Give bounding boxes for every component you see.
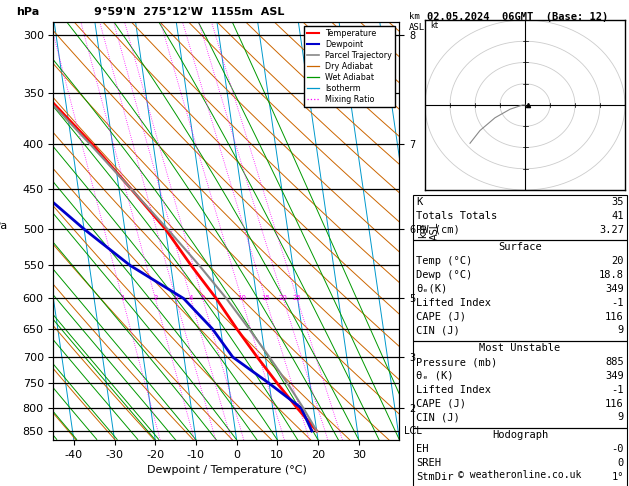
Text: -1: -1 xyxy=(611,298,624,308)
Text: CIN (J): CIN (J) xyxy=(416,326,460,335)
Text: 4: 4 xyxy=(189,295,193,301)
Text: -0: -0 xyxy=(611,444,624,454)
Text: Totals Totals: Totals Totals xyxy=(416,211,498,221)
Text: K: K xyxy=(416,197,423,207)
Text: 349: 349 xyxy=(605,371,624,381)
Text: SREH: SREH xyxy=(416,458,441,468)
Text: CAPE (J): CAPE (J) xyxy=(416,399,466,409)
Text: θₑ (K): θₑ (K) xyxy=(416,371,454,381)
Text: © weatheronline.co.uk: © weatheronline.co.uk xyxy=(459,470,582,480)
Text: LCL: LCL xyxy=(404,426,421,436)
Text: 25: 25 xyxy=(292,295,301,301)
Text: 10: 10 xyxy=(237,295,246,301)
Text: CAPE (J): CAPE (J) xyxy=(416,312,466,322)
Text: hPa: hPa xyxy=(16,7,39,17)
Text: 20: 20 xyxy=(611,256,624,266)
Text: Most Unstable: Most Unstable xyxy=(479,343,560,353)
Text: km
ASL: km ASL xyxy=(409,12,425,32)
Text: Surface: Surface xyxy=(498,243,542,252)
Text: 20: 20 xyxy=(279,295,287,301)
Text: 885: 885 xyxy=(605,357,624,367)
Text: 2: 2 xyxy=(153,295,157,301)
Text: EH: EH xyxy=(416,444,428,454)
Text: 3: 3 xyxy=(174,295,178,301)
Text: 9: 9 xyxy=(618,326,624,335)
Text: Lifted Index: Lifted Index xyxy=(416,385,491,395)
Text: Temp (°C): Temp (°C) xyxy=(416,256,472,266)
X-axis label: Dewpoint / Temperature (°C): Dewpoint / Temperature (°C) xyxy=(147,465,306,475)
Text: 5: 5 xyxy=(201,295,205,301)
Text: Lifted Index: Lifted Index xyxy=(416,298,491,308)
Text: 35: 35 xyxy=(611,197,624,207)
Text: Pressure (mb): Pressure (mb) xyxy=(416,357,498,367)
Text: 349: 349 xyxy=(605,284,624,294)
Text: 9°59'N  275°12'W  1155m  ASL: 9°59'N 275°12'W 1155m ASL xyxy=(94,7,284,17)
Text: Dewp (°C): Dewp (°C) xyxy=(416,270,472,280)
Text: kt: kt xyxy=(430,21,438,31)
Text: 116: 116 xyxy=(605,312,624,322)
Y-axis label: km
ASL: km ASL xyxy=(418,222,440,240)
Text: 18.8: 18.8 xyxy=(599,270,624,280)
Text: θₑ(K): θₑ(K) xyxy=(416,284,447,294)
Text: 0: 0 xyxy=(618,458,624,468)
Text: 41: 41 xyxy=(611,211,624,221)
Text: 1°: 1° xyxy=(611,472,624,482)
Y-axis label: hPa: hPa xyxy=(0,221,8,231)
Text: PW (cm): PW (cm) xyxy=(416,225,460,235)
Text: CIN (J): CIN (J) xyxy=(416,413,460,422)
Text: 02.05.2024  06GMT  (Base: 12): 02.05.2024 06GMT (Base: 12) xyxy=(426,12,608,22)
Text: StmDir: StmDir xyxy=(416,472,454,482)
Text: 116: 116 xyxy=(605,399,624,409)
Text: Hodograph: Hodograph xyxy=(492,430,548,440)
Text: 15: 15 xyxy=(261,295,270,301)
Text: 3.27: 3.27 xyxy=(599,225,624,235)
Legend: Temperature, Dewpoint, Parcel Trajectory, Dry Adiabat, Wet Adiabat, Isotherm, Mi: Temperature, Dewpoint, Parcel Trajectory… xyxy=(304,26,396,107)
Text: -1: -1 xyxy=(611,385,624,395)
Text: 9: 9 xyxy=(618,413,624,422)
Text: 1: 1 xyxy=(120,295,125,301)
